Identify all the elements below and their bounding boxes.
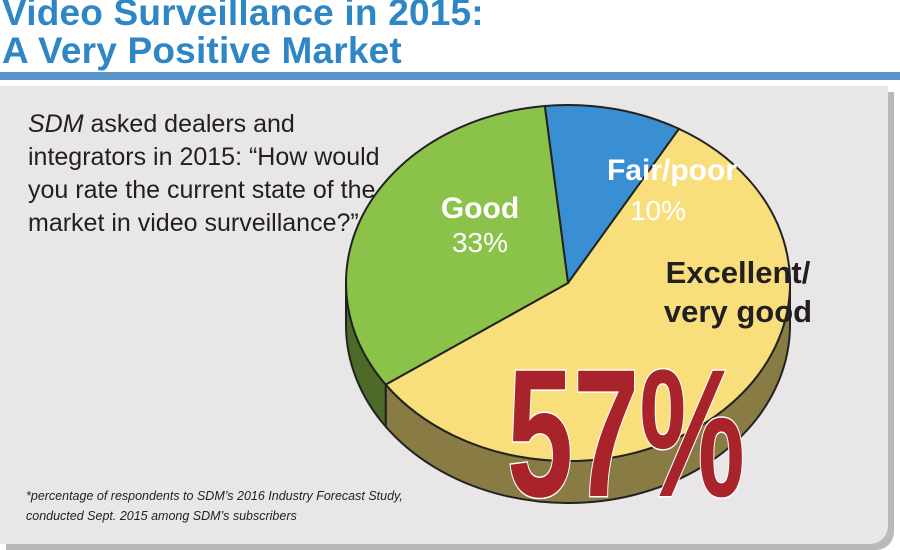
page-title: Video Surveillance in 2015: A Very Posit… — [2, 0, 484, 70]
footnote-line-1: *percentage of respondents to SDM’s 2016… — [26, 489, 403, 503]
pie-slice-0 — [384, 127, 791, 462]
pie-label-excellent-line-1: Excellent/ — [666, 255, 811, 290]
pie-value-excellent: 57% — [507, 331, 745, 535]
pie-value-fair-poor: 10% — [630, 195, 686, 226]
pie-label-good: Good — [441, 192, 519, 225]
pie-slice-2 — [543, 104, 681, 286]
question-brand: SDM — [28, 110, 84, 138]
title-rule — [0, 72, 900, 80]
pie-label-fair-poor: Fair/poor — [607, 154, 737, 187]
title-line-1: Video Surveillance in 2015: — [2, 0, 484, 33]
footnote: *percentage of respondents to SDM’s 2016… — [26, 486, 456, 526]
survey-question: SDM asked dealers and integrators in 201… — [28, 108, 408, 240]
pie-label-excellent-line-2: very good — [664, 294, 812, 329]
question-text: asked dealers and integrators in 2015: “… — [28, 110, 380, 237]
title-line-2: A Very Positive Market — [2, 30, 402, 71]
pie-value-good: 33% — [452, 227, 508, 258]
pie-slice-1 — [345, 104, 570, 386]
footnote-line-2: conducted Sept. 2015 among SDM’s subscri… — [26, 509, 297, 523]
